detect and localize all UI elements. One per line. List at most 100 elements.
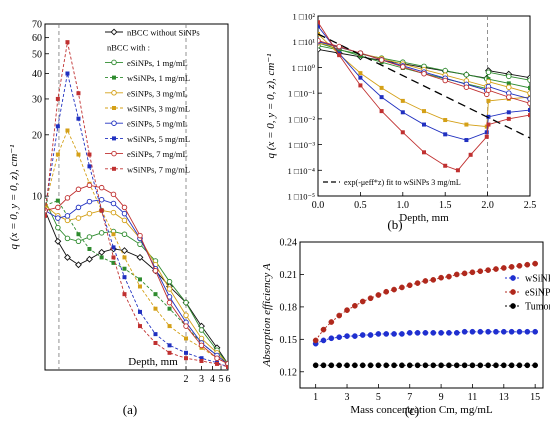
- data-point: [55, 198, 60, 203]
- data-point: [493, 266, 499, 272]
- data-point: [379, 85, 384, 90]
- data-point: [65, 71, 70, 76]
- data-point: [312, 337, 319, 344]
- data-point: [516, 328, 523, 335]
- data-point: [137, 284, 142, 289]
- data-point: [464, 138, 469, 143]
- data-point: [336, 43, 342, 50]
- data-point: [64, 235, 71, 242]
- data-point: [87, 246, 92, 251]
- data-point: [455, 168, 460, 173]
- data-point: [414, 329, 421, 336]
- data-point: [484, 124, 489, 129]
- data-point: [76, 116, 81, 121]
- data-point: [336, 312, 343, 319]
- data-point: [464, 122, 469, 127]
- data-point: [137, 241, 143, 248]
- plot-area: [312, 260, 539, 369]
- y-tick-label: 0.21: [280, 270, 298, 281]
- data-point: [446, 362, 452, 369]
- data-point: [493, 362, 499, 369]
- x-tick-label: 4: [210, 374, 215, 385]
- data-point: [422, 362, 429, 369]
- data-point: [443, 163, 448, 168]
- data-point: [367, 362, 374, 369]
- data-point: [166, 299, 173, 306]
- data-point: [198, 335, 205, 342]
- x-tick-label: 2.0: [481, 200, 494, 211]
- data-point: [430, 329, 437, 336]
- data-point: [438, 329, 444, 336]
- data-point: [167, 343, 172, 348]
- y-axis-label: q (x = 0, y = 0, z), cm⁻¹: [8, 145, 20, 250]
- data-point: [76, 91, 81, 96]
- data-point: [493, 328, 499, 335]
- data-point: [318, 37, 321, 44]
- data-point: [506, 110, 511, 115]
- data-point: [167, 350, 172, 355]
- data-point: [406, 329, 413, 336]
- legend-marker: [110, 28, 118, 36]
- data-point: [344, 307, 350, 313]
- data-point: [477, 328, 484, 335]
- data-point: [406, 282, 413, 289]
- data-point: [506, 84, 512, 90]
- data-point: [422, 122, 426, 127]
- series-line: [318, 25, 530, 141]
- series-esinp: [312, 260, 539, 344]
- legend-marker: [112, 106, 116, 110]
- data-point: [86, 255, 93, 263]
- data-point: [153, 340, 158, 345]
- x-axis-label: Depth, mm: [128, 356, 178, 368]
- plot-area: [318, 20, 530, 173]
- legend-label: eSiNPs, 5 mg/mL: [127, 119, 188, 129]
- legend-marker: [510, 275, 516, 281]
- data-point: [184, 350, 189, 355]
- data-point: [358, 53, 363, 58]
- data-point: [328, 362, 335, 369]
- data-point: [98, 248, 106, 256]
- data-point: [461, 270, 468, 277]
- data-point: [98, 184, 105, 191]
- legend-marker: [111, 120, 117, 126]
- data-point: [508, 264, 515, 270]
- data-point: [527, 96, 530, 102]
- data-point: [453, 362, 460, 369]
- data-point: [375, 331, 382, 337]
- data-point: [65, 40, 70, 45]
- data-point: [99, 255, 104, 260]
- data-point: [352, 362, 358, 369]
- data-point: [359, 298, 366, 305]
- data-point: [485, 87, 492, 93]
- y-tick-label: 10: [32, 192, 42, 203]
- data-point: [400, 98, 405, 103]
- data-point: [320, 326, 327, 333]
- legend-marker: [111, 90, 117, 96]
- data-point: [485, 328, 491, 335]
- data-point: [64, 195, 71, 201]
- series-line: [315, 263, 536, 341]
- x-tick-label: 3: [199, 374, 204, 385]
- series-line: [318, 33, 530, 128]
- data-point: [442, 67, 448, 74]
- data-point: [110, 200, 117, 207]
- data-point: [110, 209, 117, 216]
- data-point: [55, 204, 61, 211]
- data-point: [400, 130, 405, 135]
- data-point: [45, 213, 47, 218]
- data-point: [87, 152, 92, 157]
- data-point: [328, 319, 335, 325]
- data-point: [430, 277, 437, 283]
- x-tick-label: 9: [439, 392, 444, 403]
- data-point: [406, 362, 413, 369]
- data-point: [500, 265, 507, 271]
- data-point: [137, 232, 143, 239]
- legend-label: wSiNP: [525, 274, 550, 285]
- data-point: [55, 215, 61, 221]
- data-point: [379, 109, 384, 114]
- data-point: [422, 109, 426, 114]
- x-tick-label: 7: [407, 392, 412, 403]
- plot-frame: [44, 23, 229, 371]
- y-axis-label: q (x = 0, y = 0, z), cm⁻¹: [265, 54, 277, 159]
- data-point: [111, 232, 116, 237]
